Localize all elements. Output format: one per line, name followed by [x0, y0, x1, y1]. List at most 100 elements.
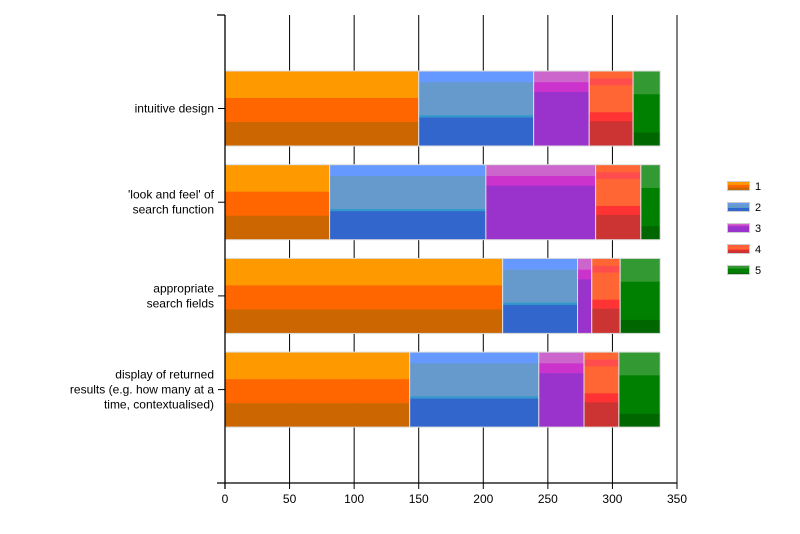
bar-segment — [618, 351, 661, 428]
bar-segment-band — [584, 393, 619, 403]
legend-swatch-band — [728, 250, 749, 254]
bar-segment-band — [620, 281, 661, 321]
legend-label: 1 — [755, 181, 761, 193]
bar-segment-band — [591, 299, 621, 309]
legend-swatch-band — [728, 187, 749, 191]
category-label: search function — [133, 203, 214, 217]
bar-segment-band — [533, 82, 590, 93]
x-tick-label: 350 — [667, 492, 687, 506]
bar-segment — [577, 257, 593, 334]
bar-segment-band — [591, 258, 621, 267]
bar-segment-band — [591, 265, 621, 273]
bar-segment — [224, 164, 331, 241]
bar-segment-band — [595, 205, 641, 216]
bar-segment-band — [577, 279, 592, 334]
legend-swatch — [727, 181, 750, 191]
legend-swatch-band — [728, 246, 749, 250]
bar-segment — [409, 351, 540, 428]
x-tick-label: 0 — [222, 492, 229, 506]
x-tick-label: 200 — [473, 492, 493, 506]
bar-segment — [583, 351, 620, 428]
legend-swatch-band — [728, 245, 749, 246]
bar-segment-band — [589, 78, 634, 86]
legend-swatch-band — [728, 204, 749, 208]
bar-segment-band — [418, 71, 534, 83]
bar-segment — [619, 257, 661, 334]
bar-segment — [640, 164, 661, 241]
bar-segment-band — [225, 98, 419, 123]
legend-swatch — [727, 265, 750, 275]
bar-segment — [224, 351, 411, 428]
category-label: 'look and feel' of — [128, 188, 215, 202]
bar-segment — [533, 70, 590, 147]
bar-segment-band — [620, 258, 661, 282]
legend-swatch-band — [728, 182, 749, 186]
bar-segment-band — [502, 269, 578, 303]
bars — [224, 70, 661, 428]
x-tick-label: 100 — [344, 492, 364, 506]
legend-swatch — [727, 202, 750, 212]
bar-segment-band — [225, 258, 503, 286]
bar-segment-band — [225, 215, 330, 240]
bar-segment-band — [577, 258, 592, 270]
category-labels: intuitive design 'look and feel' ofsearch… — [70, 102, 215, 412]
category-label: results (e.g. how many at a — [70, 383, 214, 397]
bar-segment-border — [640, 164, 661, 241]
bar-segment-band — [225, 379, 410, 404]
bar-segment-border — [619, 257, 661, 334]
bar-segment-band — [533, 71, 590, 83]
bar-segment-band — [640, 187, 661, 227]
bar-segment-band — [329, 211, 486, 240]
bar-segment — [632, 70, 661, 147]
bar-segment-band — [591, 272, 621, 300]
bar-segment — [329, 164, 487, 241]
bar-segment — [418, 70, 535, 147]
bar-segment-band — [485, 175, 596, 186]
legend-swatch-band — [728, 203, 749, 205]
legend-item: 5 — [727, 265, 761, 277]
bar-segment-band — [577, 269, 592, 280]
legend-swatch-band — [728, 266, 749, 269]
bar-segment-band — [584, 359, 619, 367]
category-label: time, contextualised) — [104, 398, 214, 412]
bar-segment-band — [418, 115, 534, 118]
bar-segment-band — [584, 402, 619, 428]
bar-segment — [538, 351, 585, 428]
x-tick-label: 250 — [538, 492, 558, 506]
bar-segment-band — [618, 375, 661, 414]
category-label: intuitive design — [135, 102, 214, 116]
legend-item: 2 — [727, 202, 761, 214]
bar-segment-band — [589, 85, 634, 113]
legend-label: 4 — [755, 244, 761, 256]
legend-swatch-band — [728, 184, 749, 188]
bar-segment-band — [409, 398, 539, 428]
bar-segment-band — [620, 319, 661, 334]
legend-swatch-band — [728, 225, 749, 227]
bar-segment-band — [485, 185, 596, 240]
bar-segment — [591, 257, 621, 334]
legend-swatch — [727, 244, 750, 254]
bar-segment-band — [485, 164, 596, 177]
bar-segment — [224, 70, 420, 147]
bar-segment-band — [409, 363, 539, 397]
bar-segment-band — [418, 117, 534, 147]
bar-segment-band — [418, 82, 534, 116]
bar-segment-band — [329, 164, 486, 177]
axes — [217, 14, 678, 489]
bar-segment — [224, 257, 504, 334]
bar-segment — [485, 164, 597, 241]
legend-label: 2 — [755, 202, 761, 214]
bar-segment-band — [640, 164, 661, 189]
bar-segment-band — [618, 352, 661, 376]
bar-segment-band — [584, 366, 619, 394]
bar-segment-band — [533, 92, 590, 147]
legend-item: 1 — [727, 181, 761, 193]
bar-segment-band — [225, 352, 410, 380]
x-tick-label: 50 — [283, 492, 297, 506]
legend-swatch-band — [728, 224, 749, 226]
bar-segment-band — [225, 285, 503, 310]
bar-segment-band — [538, 352, 585, 364]
bar-segment-band — [640, 226, 661, 240]
bar-segment — [502, 257, 579, 334]
bar-segment-border — [618, 351, 661, 428]
